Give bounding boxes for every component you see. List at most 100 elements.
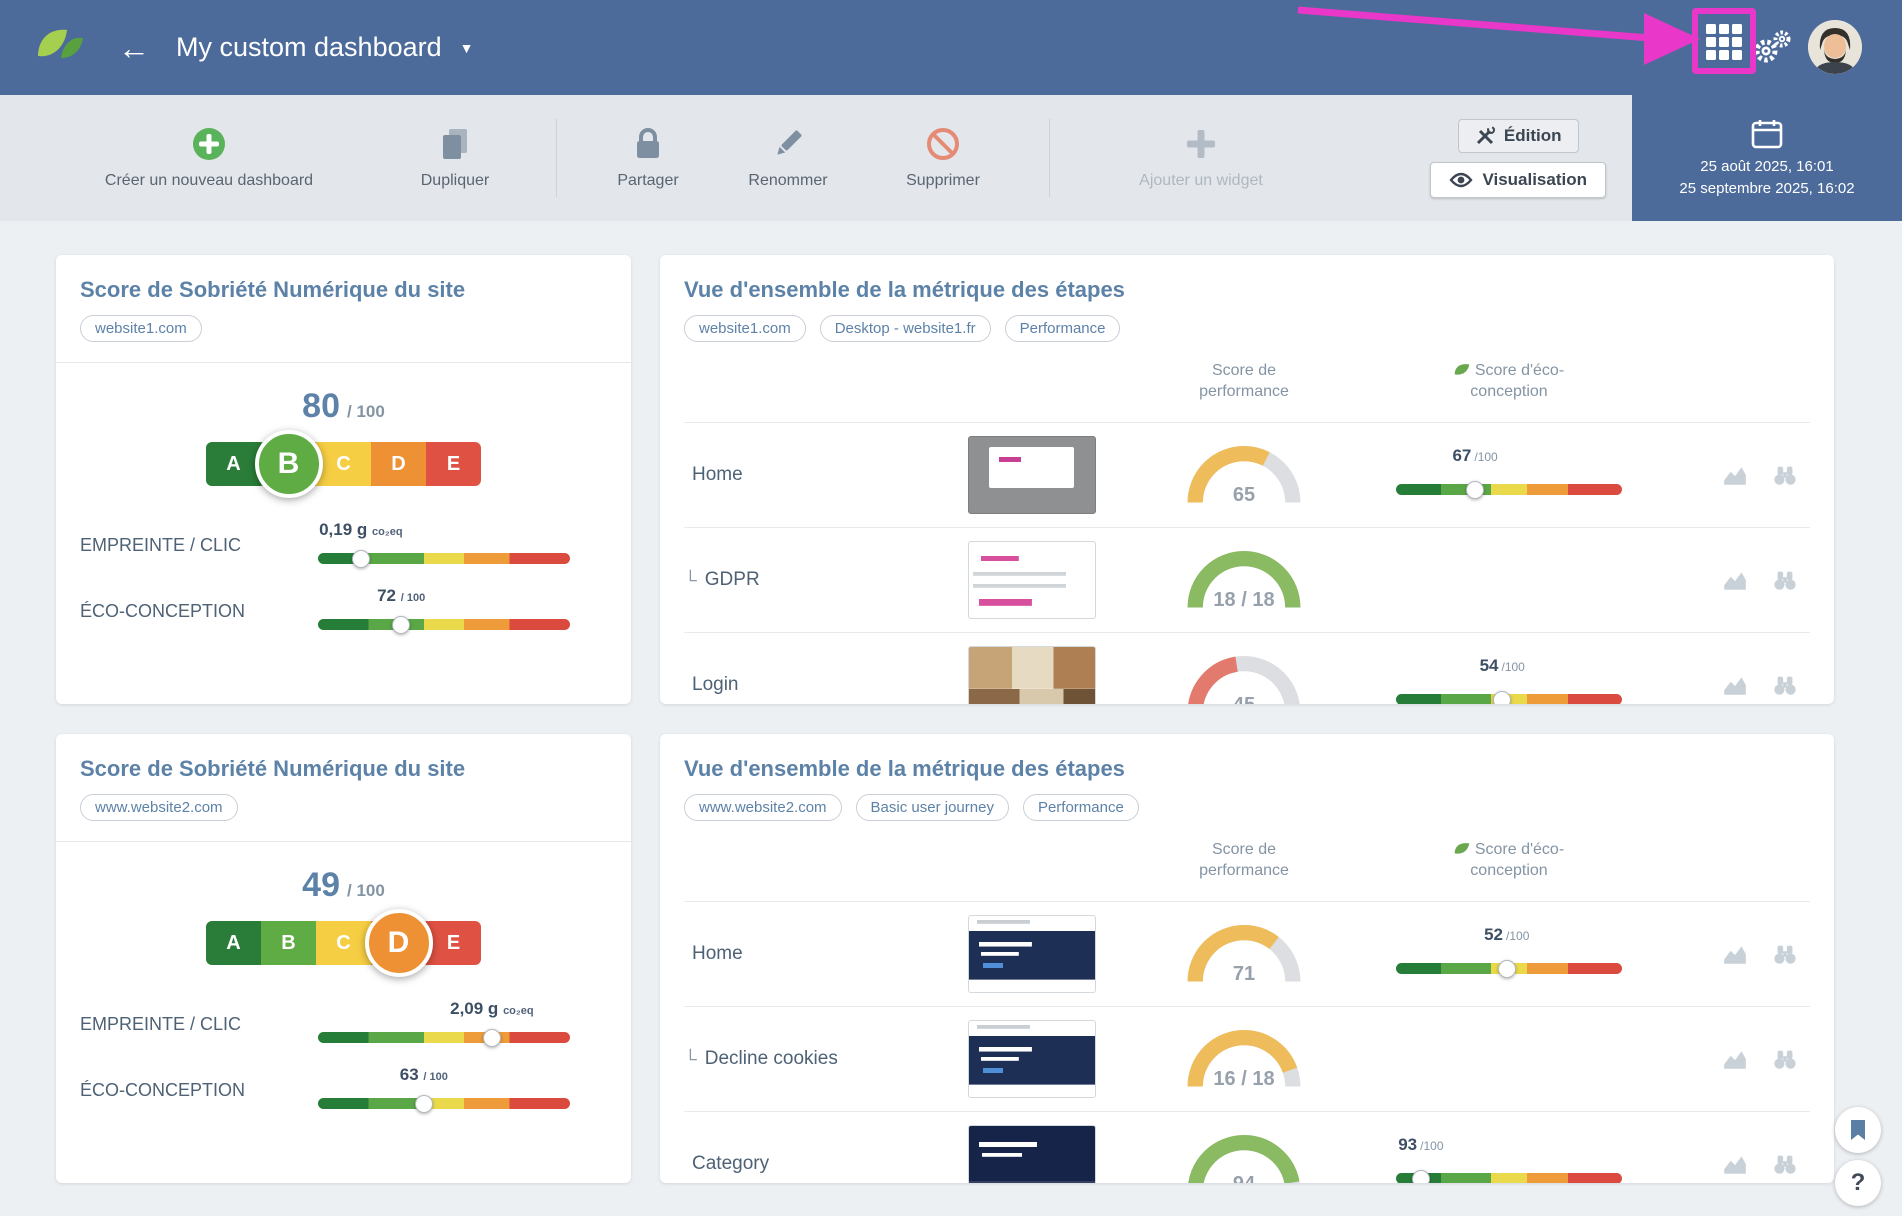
table-row: └ GDPR 18 / 18 xyxy=(684,527,1810,632)
toolbar-divider xyxy=(556,119,557,197)
table-header: Score de performance Score d'éco-concept… xyxy=(684,821,1810,901)
copy-icon xyxy=(443,129,467,159)
bar-knob xyxy=(1411,1169,1430,1183)
widget-title: Vue d'ensemble de la métrique des étapes xyxy=(684,756,1125,781)
delete-button[interactable]: Supprimer xyxy=(863,126,1023,190)
dashboard-dropdown-caret[interactable]: ▼ xyxy=(459,39,474,56)
gradient-bar xyxy=(1396,480,1622,499)
bar-knob xyxy=(392,615,411,634)
performance-gauge: 94 xyxy=(1183,1132,1305,1183)
dashboard-title[interactable]: My custom dashboard xyxy=(176,32,442,62)
plus-icon xyxy=(1187,130,1215,158)
perf-column-header: Score de performance xyxy=(1199,841,1289,879)
settings-gears-icon[interactable] xyxy=(1750,28,1794,71)
chart-icon[interactable] xyxy=(1722,567,1748,593)
table-row: Category 94 93/100 xyxy=(684,1111,1810,1183)
table-row: └ Decline cookies 16 / 18 xyxy=(684,1006,1810,1111)
gradient-bar xyxy=(1396,1169,1622,1183)
table-row: Home 71 52/100 xyxy=(684,901,1810,1006)
duplicate-button[interactable]: Dupliquer xyxy=(380,126,530,190)
edition-button[interactable]: Édition xyxy=(1457,118,1579,153)
footprint-bar: 2,09 g co₂eq xyxy=(318,999,570,1049)
site-tag: website1.com xyxy=(80,315,202,342)
widget-title: Score de Sobriété Numérique du site xyxy=(80,277,466,302)
lock-icon xyxy=(637,128,659,158)
user-avatar[interactable] xyxy=(1808,20,1862,74)
widget-title: Score de Sobriété Numérique du site xyxy=(80,756,466,781)
help-button[interactable]: ? xyxy=(1835,1160,1881,1206)
gradient-bar xyxy=(318,549,570,568)
chart-icon[interactable] xyxy=(1722,672,1748,698)
bar-knob xyxy=(1497,959,1516,978)
page-thumbnail xyxy=(967,915,1096,993)
widget-tags: website1.com Desktop - website1.fr Perfo… xyxy=(684,315,1810,342)
page-thumbnail xyxy=(967,541,1096,619)
metric-tag: Performance xyxy=(1022,794,1139,821)
pencil-icon xyxy=(777,130,802,155)
global-score: 49/ 100 xyxy=(302,866,385,904)
binoculars-icon[interactable] xyxy=(1772,462,1798,488)
bar-knob xyxy=(414,1094,433,1113)
grade-scale: A B C D E B xyxy=(206,430,481,498)
card-divider xyxy=(56,362,631,363)
gradient-bar xyxy=(318,1028,570,1047)
table-row: Login 45 54/100 xyxy=(684,632,1810,704)
bookmark-icon xyxy=(1851,1120,1865,1140)
gradient-bar xyxy=(318,1094,570,1113)
journey-tag: Desktop - website1.fr xyxy=(819,315,991,342)
chart-icon[interactable] xyxy=(1722,941,1748,967)
site-tag: website1.com xyxy=(684,315,806,342)
bar-knob xyxy=(1466,480,1485,499)
gradient-bar xyxy=(1396,959,1622,978)
selected-grade-badge: D xyxy=(364,909,433,977)
perf-column-header: Score de performance xyxy=(1199,362,1289,400)
share-button[interactable]: Partager xyxy=(583,126,713,190)
binoculars-icon[interactable] xyxy=(1772,672,1798,698)
date-end: 25 septembre 2025, 16:02 xyxy=(1679,180,1855,197)
footprint-bar: 0,19 g co₂eq xyxy=(318,520,570,570)
chart-icon[interactable] xyxy=(1722,1151,1748,1177)
site-tag: www.website2.com xyxy=(80,794,238,821)
widget-steps-overview-2: Vue d'ensemble de la métrique des étapes… xyxy=(660,734,1834,1183)
widgets-grid-button[interactable] xyxy=(1706,24,1742,60)
bar-knob xyxy=(351,549,370,568)
toolbar-divider xyxy=(1049,119,1050,197)
bookmark-button[interactable] xyxy=(1835,1107,1881,1153)
metric-label: EMPREINTE / CLIC xyxy=(80,1013,242,1034)
rename-button[interactable]: Renommer xyxy=(713,126,863,190)
binoculars-icon[interactable] xyxy=(1772,941,1798,967)
binoculars-icon[interactable] xyxy=(1772,1046,1798,1072)
metric-label: ÉCO-CONCEPTION xyxy=(80,600,246,621)
step-name: Category xyxy=(692,1153,770,1174)
calendar-icon xyxy=(1751,120,1783,149)
page-thumbnail xyxy=(967,1125,1096,1183)
plus-circle-icon xyxy=(193,128,225,160)
page-thumbnail xyxy=(967,436,1096,514)
ecodesign-bar: 72 / 100 xyxy=(318,586,570,636)
widget-sobriety-score-1: Score de Sobriété Numérique du site webs… xyxy=(56,255,631,704)
dashboard-toolbar: Créer un nouveau dashboard Dupliquer Par… xyxy=(0,95,1902,221)
widget-title: Vue d'ensemble de la métrique des étapes xyxy=(684,277,1125,302)
journey-tag: Basic user journey xyxy=(855,794,1009,821)
visualisation-button[interactable]: Visualisation xyxy=(1430,161,1606,198)
ban-icon xyxy=(927,128,959,160)
eye-icon xyxy=(1449,172,1474,187)
card-divider xyxy=(56,841,631,842)
widget-steps-overview-1: Vue d'ensemble de la métrique des étapes… xyxy=(660,255,1834,704)
ecodesign-bar: 63 / 100 xyxy=(318,1065,570,1115)
chart-icon[interactable] xyxy=(1722,1046,1748,1072)
create-dashboard-button[interactable]: Créer un nouveau dashboard xyxy=(64,126,354,190)
chart-icon[interactable] xyxy=(1722,462,1748,488)
gradient-bar xyxy=(318,615,570,634)
leaf-icon xyxy=(1454,843,1470,854)
add-widget-button: Ajouter un widget xyxy=(1076,126,1326,190)
step-name: Home xyxy=(692,943,743,964)
back-button[interactable]: ← xyxy=(118,29,150,66)
binoculars-icon[interactable] xyxy=(1772,1151,1798,1177)
eco-score: 93/100 xyxy=(1396,1135,1622,1183)
selected-grade-badge: B xyxy=(254,430,323,498)
date-start: 25 août 2025, 16:01 xyxy=(1700,158,1834,175)
date-range-panel[interactable]: 25 août 2025, 16:01 25 septembre 2025, 1… xyxy=(1632,95,1902,221)
binoculars-icon[interactable] xyxy=(1772,567,1798,593)
widget-tags: www.website2.com Basic user journey Perf… xyxy=(684,794,1810,821)
